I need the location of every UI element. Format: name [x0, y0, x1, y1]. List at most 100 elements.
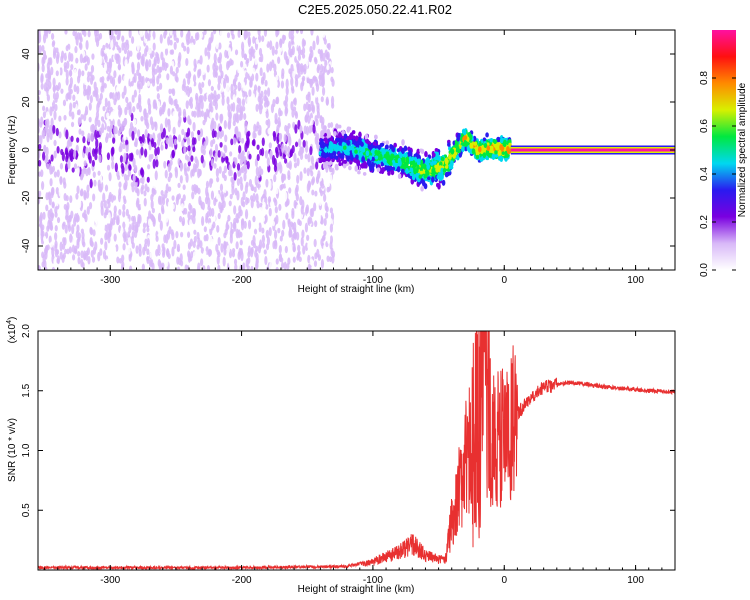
noise-blob: [294, 74, 299, 82]
noise-blob: [197, 63, 201, 70]
noise-blob: [243, 220, 247, 229]
noise-blob: [331, 30, 336, 36]
noise-blob: [190, 155, 194, 162]
noise-blob: [178, 107, 182, 117]
noise-blob: [294, 124, 298, 134]
noise-blob: [53, 150, 57, 159]
noise-blob: [71, 167, 75, 173]
noise-blob: [316, 35, 320, 46]
noise-blob: [43, 127, 47, 136]
noise-blob: [156, 85, 160, 92]
noise-blob: [222, 200, 226, 208]
band-blob: [338, 153, 342, 158]
band-blob: [495, 144, 499, 151]
noise-blob: [107, 120, 111, 128]
noise-blob: [69, 233, 73, 243]
noise-blob: [325, 205, 329, 213]
noise-blob: [247, 31, 251, 38]
noise-blob: [74, 46, 78, 54]
noise-blob: [83, 78, 88, 86]
noise-blob: [128, 106, 132, 116]
noise-blob: [75, 193, 79, 200]
band-blob: [329, 154, 334, 159]
noise-blob: [84, 201, 88, 208]
noise-blob: [157, 223, 161, 233]
band-blob: [388, 161, 393, 166]
noise-blob: [142, 222, 147, 229]
noise-blob: [131, 130, 135, 141]
noise-blob: [147, 48, 152, 55]
noise-blob: [330, 66, 334, 74]
noise-blob: [186, 46, 190, 55]
band-blob: [397, 157, 402, 165]
noise-blob: [227, 60, 231, 68]
noise-blob: [100, 237, 104, 245]
noise-blob: [147, 218, 152, 227]
noise-blob: [208, 249, 213, 256]
noise-blob: [42, 49, 47, 58]
noise-blob: [156, 100, 161, 109]
noise-blob: [64, 163, 69, 173]
noise-blob: [318, 223, 323, 233]
spectrogram-y-ticks: -40 -20 0 20 40: [21, 48, 675, 253]
spectrogram-x-label: Height of straight line (km): [298, 284, 415, 295]
noise-blob: [42, 105, 46, 112]
noise-blob: [113, 233, 117, 242]
noise-blob: [59, 241, 63, 252]
noise-blob: [41, 44, 45, 52]
noise-blob: [280, 183, 285, 190]
noise-blob: [105, 258, 109, 268]
noise-blob: [164, 169, 168, 179]
noise-blob: [69, 195, 73, 203]
noise-blob: [271, 220, 276, 227]
noise-blob: [200, 100, 204, 110]
noise-blob: [200, 110, 204, 117]
noise-blob: [125, 208, 129, 217]
noise-blob: [168, 88, 172, 95]
noise-blob: [259, 67, 263, 77]
noise-blob: [42, 211, 46, 220]
band-blob: [358, 131, 362, 138]
noise-blob: [129, 50, 133, 57]
noise-blob: [262, 201, 266, 209]
noise-blob: [105, 229, 109, 240]
noise-blob: [230, 103, 234, 112]
noise-blob: [128, 127, 132, 137]
noise-blob: [185, 100, 189, 110]
noise-blob: [47, 69, 51, 80]
noise-blob: [234, 112, 239, 123]
noise-blob: [192, 146, 196, 153]
noise-blob: [297, 244, 301, 252]
band-blob: [365, 138, 370, 144]
noise-blob: [329, 189, 334, 196]
noise-blob: [41, 224, 45, 231]
steady-band-core: [510, 148, 675, 152]
noise-blob: [294, 141, 299, 148]
noise-blob: [94, 33, 99, 43]
noise-blob: [55, 91, 59, 100]
band-blob: [499, 144, 503, 151]
noise-blob: [323, 217, 327, 227]
noise-blob: [245, 140, 249, 147]
noise-blob: [185, 57, 189, 66]
noise-blob: [92, 102, 96, 110]
noise-blob: [233, 217, 237, 225]
noise-blob: [294, 110, 298, 117]
noise-blob: [302, 75, 306, 82]
band-blob: [352, 158, 357, 163]
noise-blob: [163, 220, 167, 231]
noise-blob: [261, 35, 265, 42]
noise-blob: [209, 36, 213, 44]
noise-blob: [132, 157, 136, 168]
noise-blob: [198, 95, 202, 106]
noise-blob: [227, 120, 231, 130]
noise-blob: [40, 116, 44, 126]
noise-blob: [259, 149, 263, 156]
noise-blob: [207, 79, 212, 87]
noise-blob: [134, 223, 139, 234]
noise-blob: [45, 204, 49, 212]
noise-blob: [234, 263, 238, 270]
noise-blob: [310, 117, 314, 126]
noise-blob: [264, 79, 268, 87]
noise-blob: [306, 167, 310, 177]
